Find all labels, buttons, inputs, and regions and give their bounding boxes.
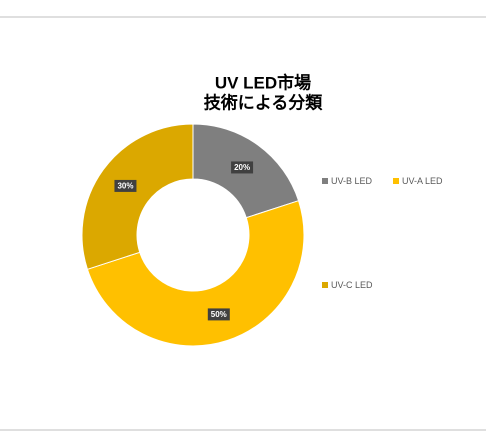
- donut-slice: [86, 200, 305, 347]
- value-label-box: [207, 308, 230, 321]
- value-label: 30%: [117, 182, 133, 191]
- chart-title: UV LED市場: [215, 72, 311, 92]
- legend-label: UV-A LED: [402, 176, 443, 186]
- legend-label: UV-C LED: [331, 280, 373, 290]
- legend-swatch: [393, 178, 399, 184]
- donut-slice: [81, 123, 194, 270]
- legend-label: UV-B LED: [331, 176, 373, 186]
- value-label: 20%: [234, 163, 250, 172]
- value-label-box: [114, 179, 137, 192]
- legend-swatch: [322, 178, 328, 184]
- value-label-box: [231, 161, 254, 174]
- legend-swatch: [322, 282, 328, 288]
- chart-title: 技術による分類: [204, 92, 323, 112]
- value-label: 50%: [211, 310, 227, 319]
